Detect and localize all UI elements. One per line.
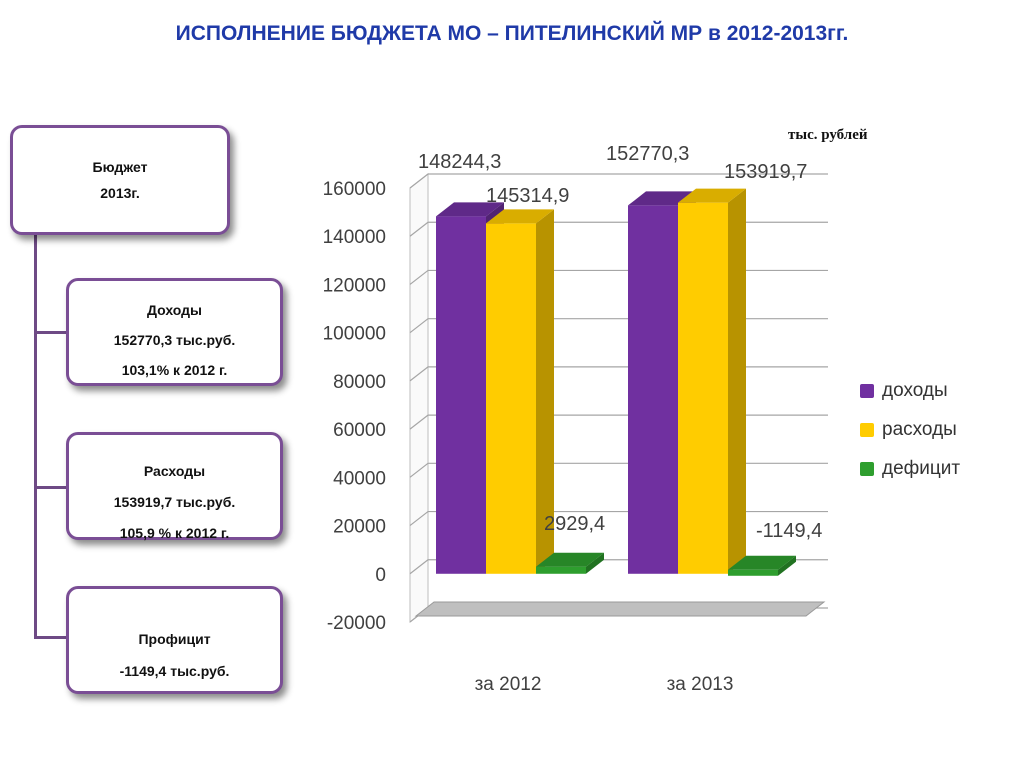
budget-title: Бюджет [92,159,148,175]
bar-top-income-0 [436,202,504,217]
y-tick-label: 20000 [333,517,386,538]
chart-floor [414,601,826,617]
expense-amount: 153919,7 тыс.руб. [113,494,236,510]
chart-side-wall [409,172,429,624]
expense-percent: 105,9 % к 2012 г. [119,525,230,541]
x-category-label: за 2013 [667,674,734,695]
income-title: Доходы [147,302,202,318]
legend-swatch-income [860,383,874,398]
y-tick-label: 60000 [333,420,386,441]
tree-connector-profit [34,636,66,639]
tree-connector-vertical [34,235,37,638]
expense-box: Расходы 153919,7 тыс.руб. 105,9 % к 2012… [66,432,283,541]
legend-item-income: доходы [860,371,960,410]
legend-swatch-expense [860,422,874,437]
data-label-expense-1: 153919,7 [724,161,807,183]
income-percent: 103,1% к 2012 г. [121,362,228,378]
data-label-deficit-0: 2929,4 [544,513,605,535]
y-tick-label: 40000 [333,468,386,489]
data-label-income-0: 148244,3 [418,151,501,173]
bar-side-expense-0 [536,209,554,574]
legend-label-expense: расходы [882,418,957,440]
bar-side-expense-1 [728,188,746,574]
data-label-deficit-1: -1149,4 [756,520,822,542]
y-tick-label: 0 [375,565,386,586]
legend-item-expense: расходы [860,410,960,449]
bar-top-expense-0 [486,209,554,224]
bar-top-deficit-0 [536,552,604,567]
income-amount: 152770,3 тыс.руб. [113,332,236,348]
budget-chart: -20000 0 20000 40000 60000 80000 100000 120000 1… [323,143,828,695]
y-tick-label: 80000 [333,372,386,393]
bar-top-deficit-1 [728,555,796,570]
bar-expense-0 [486,223,536,574]
budget-year: 2013г. [100,185,140,201]
bar-deficit-0 [536,566,586,574]
tree-connector-income [34,331,66,334]
profit-box: Профицит -1149,4 тыс.руб. [66,586,283,694]
tree-connector-expense [34,486,66,489]
legend-label-deficit: дефицит [882,457,961,479]
x-category-label: за 2012 [475,674,542,695]
bar-side-deficit-0 [586,552,604,574]
legend-swatch-deficit [860,461,874,476]
page-title: ИСПОЛНЕНИЕ БЮДЖЕТА МО – ПИТЕЛИНСКИЙ МР в… [175,22,849,45]
y-tick-label: -20000 [327,613,386,634]
profit-amount: -1149,4 тыс.руб. [119,663,230,679]
data-label-expense-0: 145314,9 [486,185,569,207]
bar-side-deficit-1 [778,555,796,576]
bar-top-expense-1 [678,188,746,203]
chart-legend: доходы расходы дефицит [860,371,960,488]
income-box: Доходы 152770,3 тыс.руб. 103,1% к 2012 г… [66,278,283,386]
expense-title: Расходы [143,463,206,479]
y-tick-label: 140000 [323,227,386,248]
bar-income-0 [436,216,486,574]
budget-box: Бюджет 2013г. [10,125,230,235]
y-tick-label: 120000 [323,275,386,296]
data-label-income-1: 152770,3 [606,143,689,165]
units-label: тыс. рублей [788,127,868,143]
gridline [409,173,828,189]
y-tick-label: 160000 [323,179,386,200]
y-tick-label: 100000 [323,324,386,345]
legend-label-income: доходы [882,379,948,401]
bar-deficit-1 [728,569,778,576]
legend-item-deficit: дефицит [860,449,960,488]
profit-title: Профицит [138,631,211,647]
bar-expense-1 [678,202,728,574]
bar-income-1 [628,205,678,574]
